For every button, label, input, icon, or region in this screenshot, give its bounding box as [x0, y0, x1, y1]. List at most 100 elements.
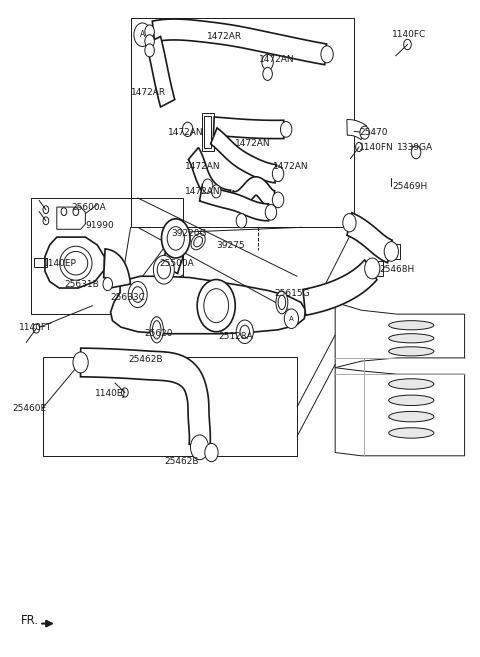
Circle shape: [43, 206, 48, 214]
Polygon shape: [146, 37, 175, 107]
Text: 1472AR: 1472AR: [131, 87, 166, 97]
Circle shape: [43, 217, 48, 225]
Bar: [131, 18, 354, 227]
Ellipse shape: [153, 321, 161, 339]
Circle shape: [284, 309, 299, 328]
Circle shape: [73, 352, 88, 373]
Polygon shape: [188, 148, 230, 208]
Circle shape: [262, 55, 273, 70]
Text: 1140EP: 1140EP: [43, 259, 76, 267]
Circle shape: [182, 122, 193, 137]
Polygon shape: [81, 348, 210, 447]
Text: 1472AN: 1472AN: [185, 187, 221, 196]
Ellipse shape: [389, 321, 434, 330]
Circle shape: [280, 122, 292, 137]
Circle shape: [365, 258, 380, 279]
Circle shape: [265, 204, 276, 220]
Text: 25631B: 25631B: [64, 281, 99, 289]
Ellipse shape: [60, 246, 92, 280]
Text: 39275: 39275: [216, 241, 245, 250]
Circle shape: [203, 179, 213, 193]
Circle shape: [263, 68, 272, 80]
Text: 1140FN: 1140FN: [359, 143, 394, 152]
Circle shape: [236, 214, 247, 228]
Polygon shape: [45, 237, 104, 288]
Circle shape: [272, 166, 284, 181]
Circle shape: [404, 39, 411, 50]
Polygon shape: [347, 213, 392, 263]
Polygon shape: [303, 260, 377, 315]
Ellipse shape: [191, 233, 205, 250]
Circle shape: [205, 443, 218, 462]
Text: 25468H: 25468H: [379, 265, 415, 274]
Text: 25470: 25470: [359, 128, 387, 137]
Ellipse shape: [194, 237, 203, 247]
Circle shape: [61, 208, 67, 215]
Polygon shape: [152, 19, 326, 64]
Text: 1472AN: 1472AN: [168, 128, 204, 137]
Polygon shape: [214, 117, 284, 139]
Circle shape: [134, 23, 151, 47]
Polygon shape: [161, 245, 183, 273]
Text: 25500A: 25500A: [159, 259, 194, 267]
Text: 25460E: 25460E: [12, 403, 47, 413]
Circle shape: [161, 219, 190, 258]
Text: A: A: [140, 30, 145, 39]
Bar: [372, 261, 383, 277]
Circle shape: [321, 46, 333, 63]
Circle shape: [356, 143, 362, 152]
Circle shape: [154, 256, 174, 284]
Circle shape: [121, 388, 128, 397]
Ellipse shape: [389, 411, 434, 422]
Circle shape: [212, 185, 221, 198]
Text: 25469H: 25469H: [392, 182, 428, 191]
Polygon shape: [57, 207, 85, 229]
Text: A: A: [289, 316, 294, 322]
Text: 25633C: 25633C: [110, 292, 145, 302]
Circle shape: [132, 286, 144, 302]
Bar: [390, 244, 400, 259]
Circle shape: [157, 261, 170, 279]
Text: 25462B: 25462B: [128, 355, 163, 365]
Bar: [204, 116, 212, 148]
Ellipse shape: [389, 347, 434, 356]
Polygon shape: [228, 177, 275, 210]
Ellipse shape: [389, 428, 434, 438]
Circle shape: [360, 126, 370, 139]
Circle shape: [103, 277, 112, 290]
Text: 39220G: 39220G: [171, 229, 206, 238]
Circle shape: [167, 227, 184, 250]
Circle shape: [411, 146, 421, 159]
Text: 25462B: 25462B: [164, 457, 198, 466]
Text: 91990: 91990: [85, 221, 114, 230]
Polygon shape: [335, 302, 465, 368]
Circle shape: [128, 281, 147, 307]
Circle shape: [384, 242, 398, 261]
Circle shape: [73, 208, 79, 215]
Polygon shape: [104, 249, 131, 288]
Text: 1472AR: 1472AR: [207, 32, 242, 41]
Text: 1472AN: 1472AN: [235, 139, 271, 148]
Text: 1472AN: 1472AN: [273, 162, 309, 171]
Text: FR.: FR.: [21, 614, 39, 627]
Circle shape: [343, 214, 356, 232]
Text: 25600A: 25600A: [71, 203, 106, 212]
Polygon shape: [347, 120, 366, 139]
Circle shape: [145, 25, 155, 38]
Text: 1140EJ: 1140EJ: [95, 390, 126, 398]
Bar: [43, 357, 297, 456]
Polygon shape: [335, 368, 465, 456]
Ellipse shape: [389, 379, 434, 389]
Text: 1472AN: 1472AN: [259, 55, 295, 64]
Circle shape: [145, 35, 155, 48]
Ellipse shape: [276, 291, 288, 314]
Bar: [35, 258, 48, 267]
Ellipse shape: [278, 295, 286, 309]
Text: 25615G: 25615G: [274, 289, 310, 298]
Polygon shape: [211, 128, 276, 183]
Bar: [31, 198, 183, 314]
Text: 1339GA: 1339GA: [397, 143, 433, 152]
Circle shape: [145, 44, 155, 57]
Text: 1140FC: 1140FC: [392, 30, 427, 39]
Polygon shape: [200, 185, 269, 221]
